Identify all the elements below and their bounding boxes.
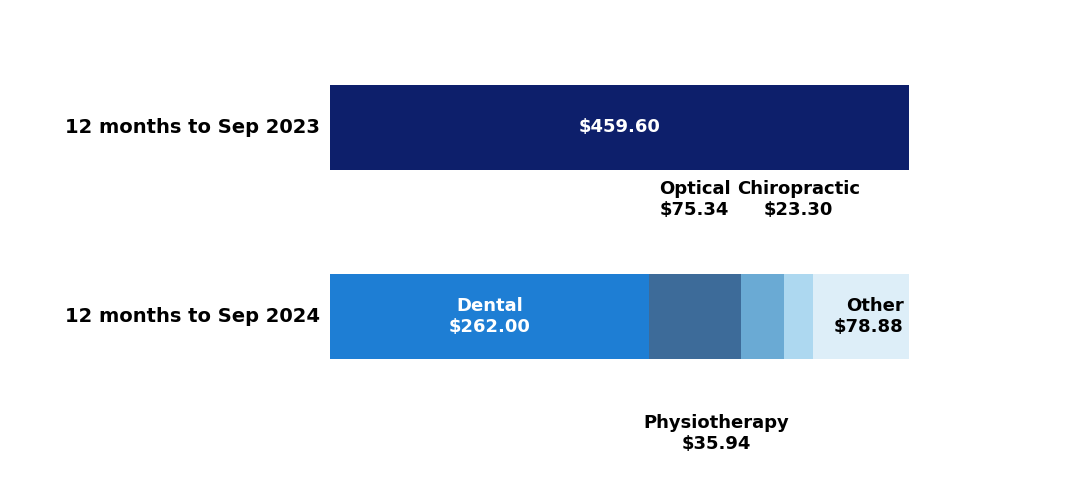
Text: Other
$78.88: Other $78.88 bbox=[834, 297, 904, 336]
Bar bbox=[740, 274, 785, 360]
Text: Optical
$75.34: Optical $75.34 bbox=[659, 180, 731, 219]
Bar bbox=[649, 274, 740, 360]
Text: Chiropractic
$23.30: Chiropractic $23.30 bbox=[737, 180, 860, 219]
Bar bbox=[331, 85, 908, 170]
Text: $459.60: $459.60 bbox=[579, 118, 660, 136]
Text: Physiotherapy
$35.94: Physiotherapy $35.94 bbox=[644, 415, 789, 453]
Bar bbox=[331, 274, 649, 360]
Text: 12 months to Sep 2023: 12 months to Sep 2023 bbox=[65, 118, 320, 137]
Bar bbox=[813, 274, 908, 360]
Text: Dental
$262.00: Dental $262.00 bbox=[449, 297, 530, 336]
Text: 12 months to Sep 2024: 12 months to Sep 2024 bbox=[65, 308, 320, 326]
Bar bbox=[785, 274, 813, 360]
